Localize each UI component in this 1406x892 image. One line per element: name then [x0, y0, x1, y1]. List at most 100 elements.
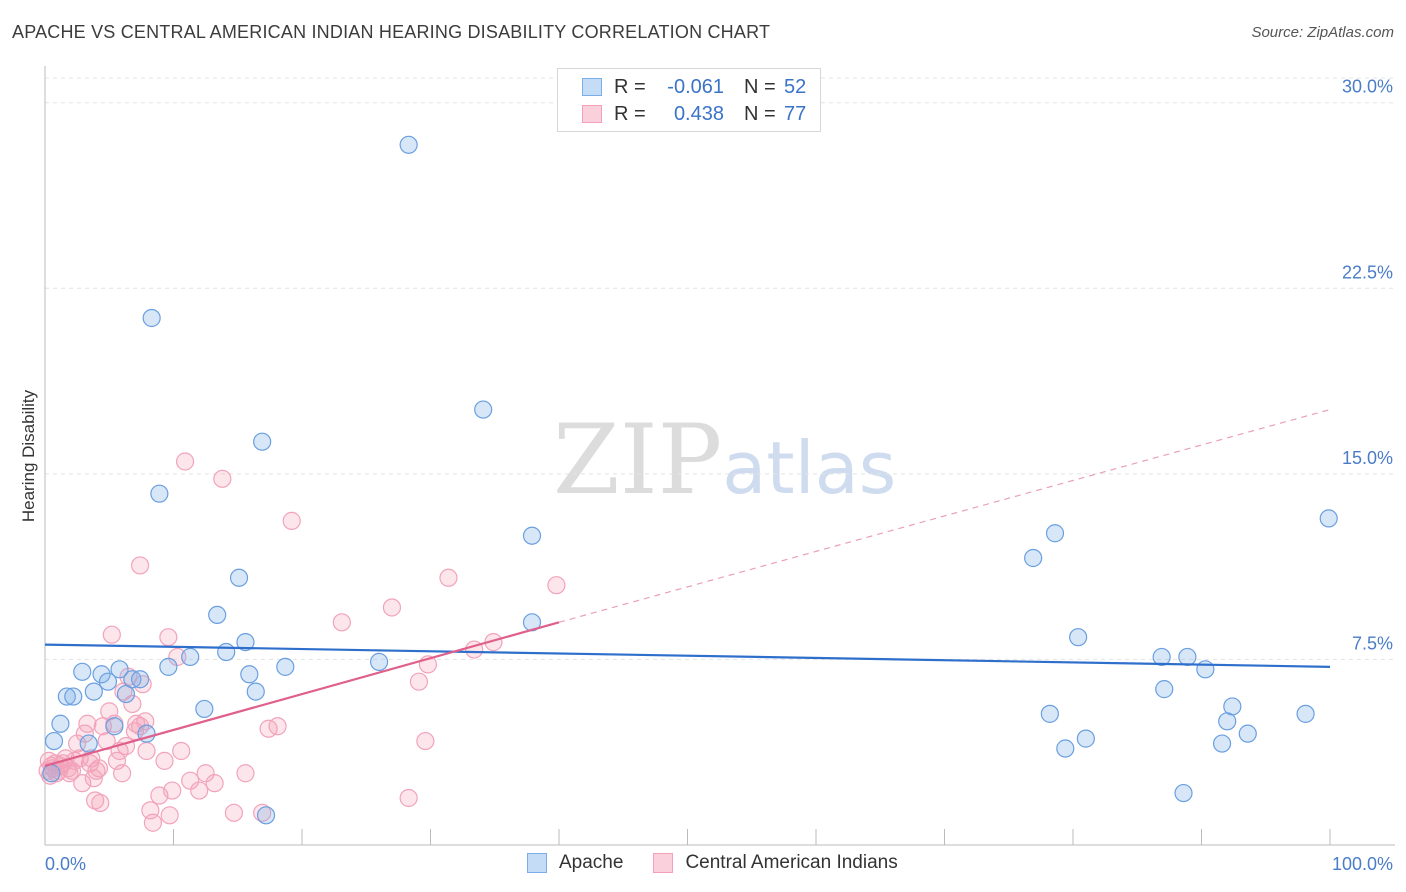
apache-point: [98, 672, 118, 691]
cai-point: [137, 741, 156, 761]
apache-point: [1155, 680, 1174, 699]
axes: [44, 66, 1395, 846]
apache-trend-line: [44, 643, 1331, 668]
apache-point: [42, 764, 61, 783]
apache-point: [276, 657, 295, 676]
apache-point: [1174, 783, 1193, 803]
apache-legend-swatch: [527, 853, 547, 873]
cai-point: [143, 813, 163, 832]
cai-point: [160, 806, 179, 825]
cai-point: [155, 751, 174, 770]
apache-point: [236, 633, 255, 652]
apache-point: [105, 717, 124, 736]
y-tick-label: 30.0%: [1342, 77, 1393, 97]
cai-point: [78, 714, 97, 733]
y-tick-label: 7.5%: [1352, 633, 1393, 653]
legend-item-cai: Central American Indians: [653, 852, 898, 874]
chart-title: APACHE VS CENTRAL AMERICAN INDIAN HEARIN…: [12, 22, 771, 42]
apache-point: [150, 484, 169, 503]
cai-point: [87, 761, 106, 780]
cai-trend-extension: [558, 408, 1331, 623]
apache-point: [1076, 729, 1095, 748]
cai-legend-label: Central American Indians: [685, 852, 898, 873]
apache-point: [57, 687, 76, 706]
cai-point: [73, 774, 92, 793]
cai-point: [409, 672, 429, 691]
cai-point: [224, 803, 243, 822]
apache-point: [217, 642, 236, 662]
cai-point: [163, 781, 182, 800]
apache-point: [159, 657, 178, 676]
apache-point: [44, 731, 64, 751]
y-tick-label: 15.0%: [1342, 448, 1393, 468]
apache-point: [256, 806, 276, 825]
apache-point: [1178, 647, 1197, 667]
correlation-legend: R = -0.061 N = 52 R = 0.438 N = 77: [557, 68, 821, 132]
apache-points: [42, 135, 1338, 825]
tick-labels: 7.5% 15.0% 22.5% 30.0% 0.0% 100.0%: [45, 77, 1393, 874]
apache-point: [110, 660, 129, 679]
apache-point: [1223, 697, 1242, 716]
apache-point: [84, 682, 103, 701]
cai-point: [130, 556, 150, 575]
cai-point: [268, 717, 287, 736]
n-label: N =: [744, 75, 776, 98]
y-tick-label: 22.5%: [1342, 262, 1393, 282]
r-label: R =: [614, 75, 646, 98]
cai-point: [102, 625, 121, 644]
cai-point: [130, 717, 150, 736]
apache-point: [123, 670, 142, 689]
cai-point: [205, 774, 224, 793]
apache-point: [1056, 739, 1075, 758]
apache-point: [64, 687, 83, 706]
n-label: N =: [744, 102, 776, 125]
watermark: ZIPatlas: [553, 404, 896, 516]
apache-point: [1152, 647, 1171, 667]
apache-point: [208, 605, 227, 625]
apache-point: [92, 665, 111, 684]
apache-point: [1045, 524, 1065, 543]
cai-point: [133, 675, 152, 694]
trend-lines: [44, 408, 1331, 767]
grid: [45, 77, 1395, 660]
apache-point: [73, 662, 92, 681]
cai-point: [399, 788, 418, 808]
apache-point: [142, 308, 161, 328]
cai-point: [236, 764, 255, 783]
apache-point: [246, 682, 265, 701]
cai-point: [112, 764, 132, 783]
cai-point: [159, 628, 178, 647]
x-tick-label: 0.0%: [45, 854, 86, 874]
series-legend: Apache Central American Indians: [527, 852, 928, 874]
cai-point: [547, 576, 566, 595]
n-value: 52: [784, 75, 807, 98]
legend-item-apache: Apache: [527, 852, 623, 874]
apache-point: [522, 526, 542, 545]
apache-point: [130, 670, 150, 689]
apache-swatch: [582, 78, 602, 96]
apache-point: [1040, 704, 1059, 723]
apache-point: [195, 699, 214, 719]
cai-point: [190, 781, 209, 800]
y-axis-label: Hearing Disability: [19, 389, 38, 522]
r-label: R =: [614, 102, 646, 125]
cai-point: [89, 759, 109, 778]
cai-trend-line: [44, 621, 560, 767]
cai-point: [168, 647, 187, 667]
cai-legend-swatch: [653, 853, 674, 873]
source-label: Source: ZipAtlas.com: [1251, 24, 1394, 41]
cai-point: [282, 511, 301, 530]
apache-point: [1238, 724, 1257, 743]
n-value: 77: [784, 102, 807, 125]
apache-point: [370, 652, 389, 672]
apache-point: [474, 400, 493, 419]
cai-point: [84, 769, 103, 788]
apache-point: [1296, 704, 1315, 723]
cai-point: [172, 741, 191, 761]
x-tick-label: 100.0%: [1332, 854, 1393, 874]
watermark-zip: ZIP: [553, 404, 723, 516]
legend-row-cai: R = 0.438 N = 77: [582, 102, 806, 126]
cai-point: [181, 771, 200, 790]
apache-point: [1069, 628, 1088, 647]
